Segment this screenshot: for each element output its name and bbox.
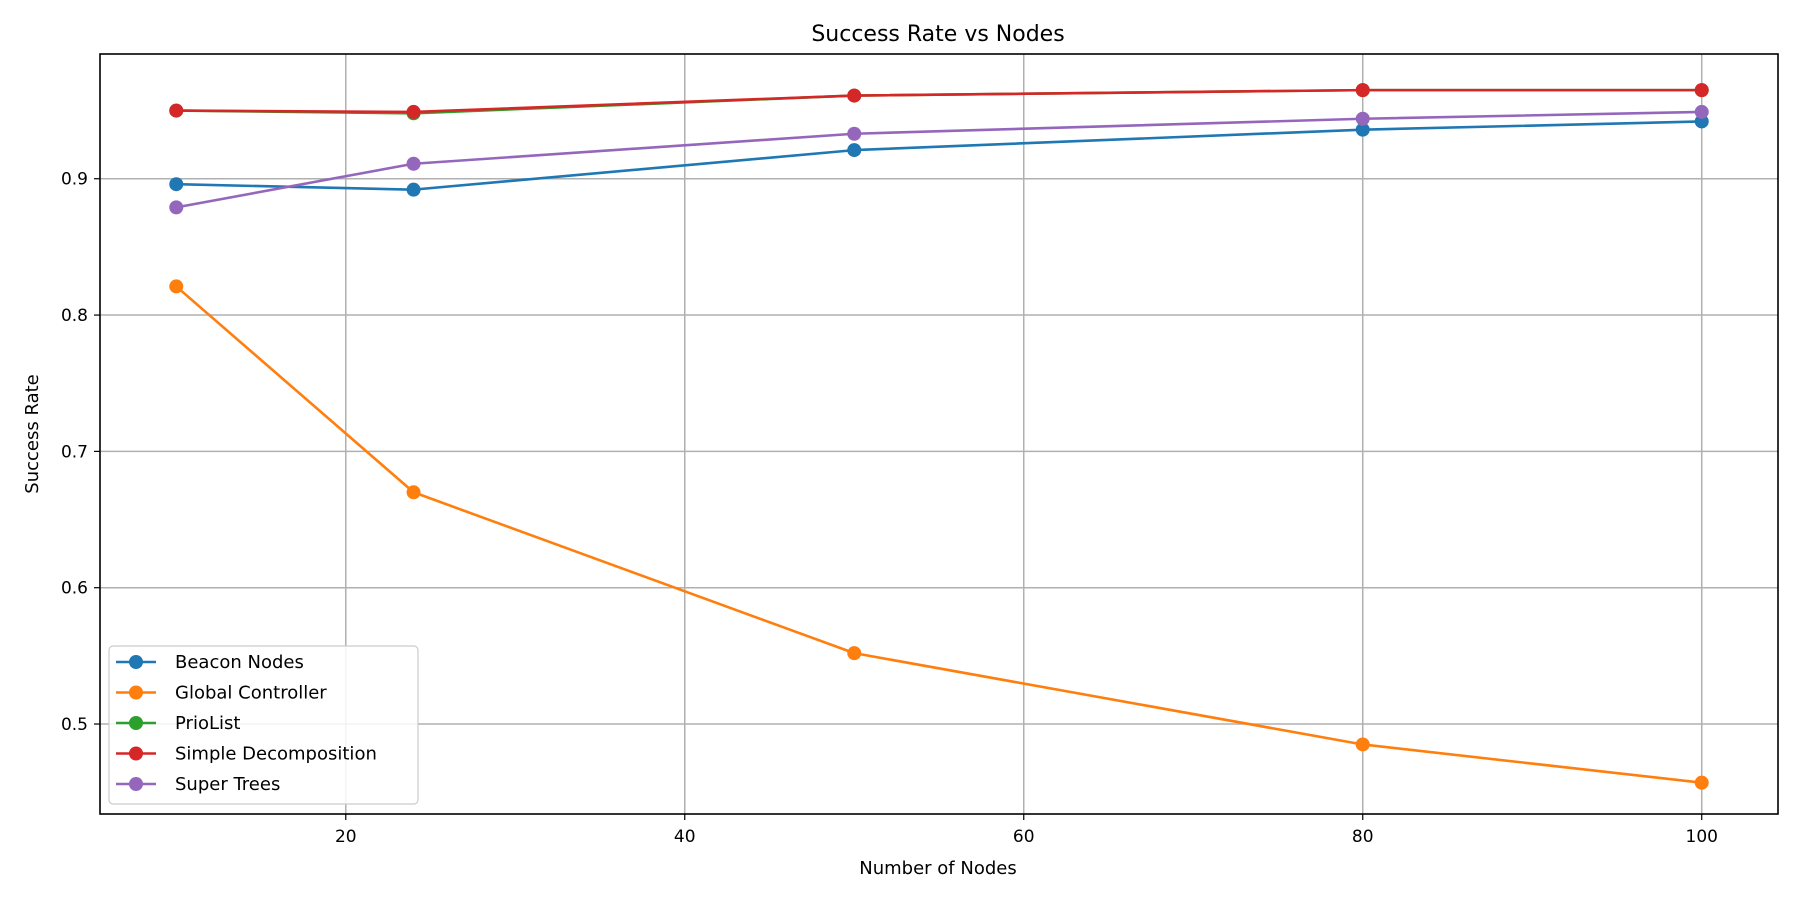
- series-line-simple-decomposition: [176, 88, 1702, 114]
- x-axis-label: Number of Nodes: [859, 858, 1016, 879]
- data-point-simple-decomposition: [1694, 83, 1709, 98]
- data-point-beacon-nodes: [406, 182, 421, 197]
- y-tick-label: 0.9: [61, 170, 88, 190]
- legend-item: Beacon Nodes: [116, 652, 304, 673]
- legend: Beacon Nodes Global Controller PrioList Sim…: [108, 645, 419, 805]
- legend-label: Beacon Nodes: [175, 652, 304, 673]
- data-point-simple-decomposition: [169, 103, 184, 118]
- legend-label: PrioList: [175, 713, 240, 734]
- legend-swatch-marker: [129, 746, 143, 761]
- x-tick-label: 80: [1352, 827, 1374, 847]
- x-tick-label: 60: [1013, 827, 1035, 847]
- data-point-global-controller: [169, 279, 184, 294]
- y-tick-label: 0.6: [61, 579, 88, 599]
- y-axis-label: Success Rate: [22, 374, 43, 493]
- plot-area-frame: [99, 53, 1779, 815]
- series-layer: [169, 83, 1709, 790]
- data-point-beacon-nodes: [847, 143, 862, 158]
- x-tick-label: 20: [335, 827, 357, 847]
- legend-swatch-marker: [129, 777, 143, 791]
- series-global-controller: [169, 279, 1709, 790]
- legend-item: PrioList: [116, 713, 240, 734]
- y-tick-label: 0.7: [61, 442, 88, 462]
- series-priolist: [169, 83, 1709, 121]
- legend-swatch-marker: [129, 655, 143, 669]
- legend-box: [108, 645, 419, 805]
- data-point-beacon-nodes: [169, 177, 184, 192]
- legend-item: Simple Decomposition: [116, 744, 377, 765]
- data-point-global-controller: [1355, 737, 1370, 752]
- data-point-super-trees: [406, 156, 421, 171]
- legend-swatch-marker: [129, 716, 143, 730]
- legend-label: Super Trees: [175, 774, 280, 795]
- series-simple-decomposition: [169, 83, 1709, 119]
- chart-title: Success Rate vs Nodes: [811, 22, 1064, 47]
- legend-swatch-marker: [129, 685, 143, 700]
- legend-label: Global Controller: [175, 683, 327, 704]
- data-point-super-trees: [1355, 111, 1370, 126]
- legend-item: Global Controller: [116, 683, 327, 704]
- series-beacon-nodes: [169, 114, 1709, 197]
- data-point-simple-decomposition: [1355, 83, 1370, 98]
- data-point-simple-decomposition: [847, 88, 862, 103]
- legend-item: Super Trees: [116, 774, 280, 795]
- legend-label: Simple Decomposition: [175, 744, 377, 765]
- data-point-simple-decomposition: [406, 104, 421, 119]
- x-tick-label: 40: [674, 827, 696, 847]
- y-tick-label: 0.5: [61, 715, 88, 735]
- x-tick-label: 100: [1686, 827, 1718, 847]
- data-point-beacon-nodes: [1355, 122, 1370, 137]
- y-tick-label: 0.8: [61, 306, 88, 326]
- axis-ticks: 20 40 60 80 100 0.5 0.6 0.7 0.8 0.9: [61, 170, 1718, 847]
- data-point-super-trees: [847, 126, 862, 141]
- data-point-global-controller: [1694, 775, 1709, 790]
- data-point-super-trees: [1694, 104, 1709, 119]
- data-point-global-controller: [406, 485, 421, 500]
- data-point-super-trees: [169, 200, 184, 215]
- series-super-trees: [169, 104, 1709, 215]
- data-point-global-controller: [847, 646, 862, 661]
